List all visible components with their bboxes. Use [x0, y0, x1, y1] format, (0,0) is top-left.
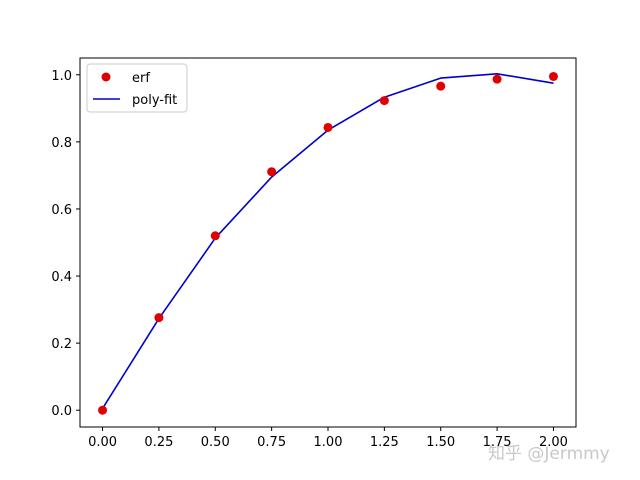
x-tick-label: 1.75	[483, 435, 512, 450]
series-point-erf	[436, 81, 446, 91]
series-layer	[98, 71, 558, 415]
series-point-erf	[323, 122, 333, 132]
x-tick-label: 1.50	[426, 435, 455, 450]
y-axis: 0.0 0.2 0.4 0.6 0.8 1.0	[51, 69, 80, 419]
x-tick-label: 1.25	[370, 435, 399, 450]
x-tick-label: 0.75	[257, 435, 286, 450]
legend: erf poly-fit	[86, 63, 188, 113]
y-tick-label: 0.8	[51, 136, 72, 151]
y-tick-label: 0.2	[51, 337, 72, 352]
legend-marker-erf	[101, 72, 111, 82]
legend-box	[86, 63, 188, 113]
series-point-erf	[210, 231, 220, 241]
series-point-erf	[492, 74, 502, 84]
legend-label: erf	[132, 71, 150, 86]
watermark-text: 知乎 @Jermmy	[488, 444, 610, 464]
legend-label: poly-fit	[132, 93, 177, 108]
y-tick-label: 0.6	[51, 203, 72, 218]
x-axis: 0.00 0.25 0.50 0.75 1.00 1.25 1.50 1.75 2.00	[88, 427, 568, 450]
x-tick-label: 1.00	[314, 435, 343, 450]
plot-area: 0.00 0.25 0.50 0.75 1.00 1.25 1.50 1.75 2.00 0.0…	[51, 57, 577, 450]
x-tick-label: 0.50	[201, 435, 230, 450]
x-tick-label: 0.25	[144, 435, 173, 450]
series-point-erf	[379, 96, 389, 106]
series-point-erf	[154, 313, 164, 323]
series-point-erf	[267, 167, 277, 177]
y-tick-label: 0.0	[51, 404, 72, 419]
y-tick-label: 0.4	[51, 270, 72, 285]
x-tick-label: 2.00	[539, 435, 568, 450]
x-tick-label: 0.00	[88, 435, 117, 450]
series-point-erf	[98, 405, 108, 415]
y-tick-label: 1.0	[51, 69, 72, 84]
series-point-erf	[548, 71, 558, 81]
